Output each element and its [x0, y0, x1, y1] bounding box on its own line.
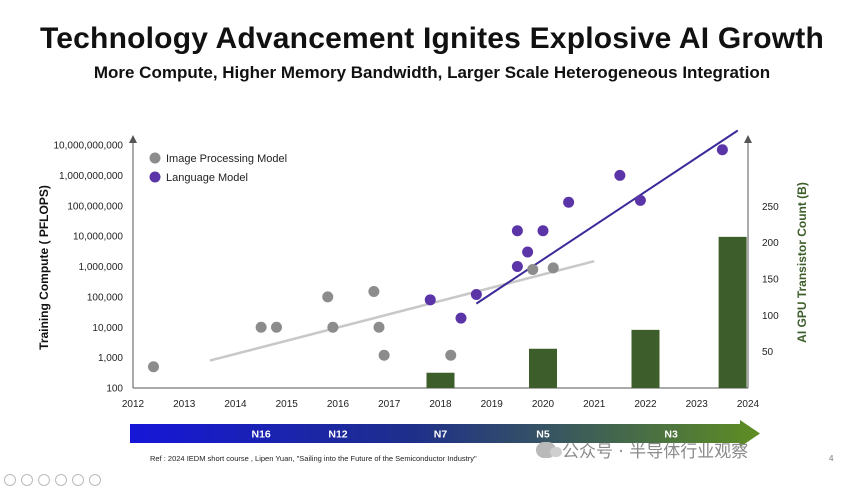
y-tick-label: 10,000,000 [73, 232, 123, 243]
language-model-point [455, 312, 467, 324]
process-node-arrow: N16 N12 N7 N5 N3 [130, 420, 760, 447]
y-right-tick-label: 150 [762, 275, 779, 286]
y-axis-right-label: AI GPU Transistor Count (B) [795, 182, 809, 343]
image-model-point [373, 321, 385, 333]
x-tick-label: 2017 [378, 399, 401, 410]
image-model-point [527, 263, 539, 275]
y-tick-label: 100,000 [87, 292, 124, 303]
y-tick-label: 100,000,000 [67, 201, 123, 212]
transistor-bars [426, 236, 747, 388]
process-node-label: N3 [664, 429, 678, 441]
image-model-point [368, 286, 380, 298]
x-tick-label: 2021 [583, 399, 606, 410]
process-node-label: N7 [434, 429, 448, 441]
chart-axes: 2012 2013 2014 2015 2016 2017 2018 2019 2020 2021… [37, 135, 809, 410]
legend-image-marker [149, 152, 161, 164]
x-tick-label: 2019 [481, 399, 504, 410]
legend-language-marker [149, 171, 161, 183]
language-model-point [470, 288, 482, 300]
language-model-point [716, 144, 728, 156]
legend-image-label: Image Processing Model [166, 153, 287, 165]
language-model-point [634, 194, 646, 206]
x-tick-label: 2024 [737, 399, 760, 410]
chart-legend: Image Processing Model Language Model [149, 152, 287, 184]
language-model-point [424, 294, 436, 306]
x-tick-label: 2014 [224, 399, 247, 410]
process-node-label: N5 [536, 429, 550, 441]
process-arrow-shape [130, 420, 760, 447]
image-model-point [255, 321, 267, 333]
trend-lines [209, 129, 739, 362]
y-right-tick-label: 200 [762, 238, 779, 249]
x-tick-label: 2012 [122, 399, 145, 410]
y-tick-label: 1,000 [98, 353, 123, 364]
transistor-bar [426, 372, 455, 388]
y-tick-label: 1,000,000,000 [59, 171, 123, 182]
language-model-point [511, 225, 523, 237]
control-icon[interactable] [21, 474, 33, 486]
x-tick-label: 2016 [327, 399, 350, 410]
reference-note: Ref : 2024 IEDM short course , Lipen Yua… [150, 454, 477, 463]
x-tick-label: 2018 [429, 399, 452, 410]
y-tick-label: 10,000 [92, 323, 123, 334]
page-title: Technology Advancement Ignites Explosive… [39, 22, 825, 55]
image-model-point [327, 321, 339, 333]
control-icon[interactable] [4, 474, 16, 486]
image-model-point [148, 361, 159, 373]
wechat-icon [536, 441, 562, 458]
y-right-tick-label: 100 [762, 311, 779, 322]
control-icon[interactable] [55, 474, 67, 486]
y-right-tick-label: 250 [762, 202, 779, 213]
control-icon[interactable] [72, 474, 84, 486]
image-model-point [547, 262, 559, 274]
watermark-text: 公众号 · 半导体行业观察 [562, 442, 749, 462]
y-tick-label: 100 [106, 384, 123, 395]
transistor-bar [529, 348, 557, 388]
x-tick-label: 2023 [686, 399, 709, 410]
x-tick-label: 2020 [532, 399, 555, 410]
process-node-label: N12 [328, 429, 347, 441]
watermark: 公众号 · 半导体行业观察 [536, 437, 748, 462]
control-icon[interactable] [38, 474, 50, 486]
page-number: 4 [829, 454, 834, 463]
image-model-point [271, 321, 282, 333]
language-model-point [563, 196, 575, 208]
y-right-tick-label: 50 [762, 347, 774, 358]
language-model-point [614, 169, 626, 181]
image-model-point [322, 291, 334, 303]
y-axis-left-arrow [129, 135, 137, 143]
y-axis-label: Training Compute ( PFLOPS) [37, 185, 51, 350]
language-model-point [537, 225, 549, 237]
image-model-point [378, 349, 390, 361]
x-tick-label: 2013 [173, 399, 196, 410]
transistor-bar [631, 329, 660, 388]
language-model-point [522, 246, 534, 258]
page-subtitle: More Compute, Higher Memory Bandwidth, L… [93, 63, 771, 82]
language-trend-line [475, 129, 739, 305]
scatter-points [148, 144, 728, 373]
y-axis-right-arrow [744, 135, 752, 143]
image-trend-line [209, 259, 595, 362]
legend-language-label: Language Model [166, 172, 248, 184]
process-node-label: N16 [251, 429, 270, 441]
y-tick-label: 10,000,000,000 [53, 141, 123, 152]
slide-controls [4, 474, 101, 486]
y-tick-label: 1,000,000 [79, 262, 124, 273]
x-tick-label: 2015 [276, 399, 299, 410]
control-icon[interactable] [89, 474, 101, 486]
transistor-bar [718, 236, 747, 388]
image-model-point [445, 349, 457, 361]
language-model-point [511, 261, 523, 272]
x-tick-label: 2022 [634, 399, 657, 410]
